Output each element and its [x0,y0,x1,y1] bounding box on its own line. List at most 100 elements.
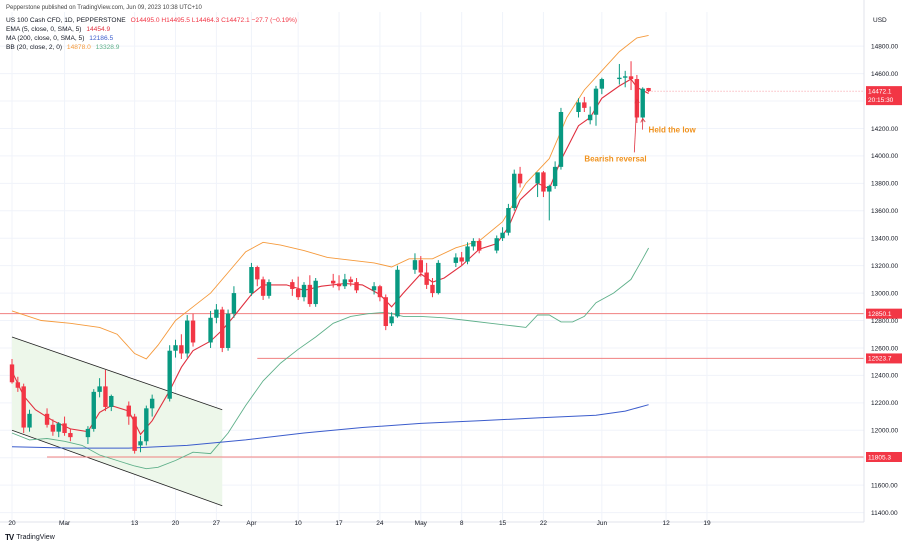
candle [517,166,523,188]
candle-body [587,114,593,121]
legend-ma-row: MA (200, close, 0, SMA, 5) 12186.5 [6,35,116,42]
y-tick-label: 14600.00 [871,71,898,78]
candle [255,265,260,287]
legend-symbol: US 100 Cash CFD, 1D, PEPPERSTONE [6,17,126,24]
candle-body [418,260,423,273]
candle-body [208,317,213,343]
legend-bb-upper: 14878.0 [66,44,91,51]
candle-body [628,76,634,80]
candle [646,87,651,93]
candle [185,315,190,358]
candle-body [27,413,32,428]
candle [342,273,348,289]
candle-body [623,76,628,78]
candle [336,275,342,291]
y-tick-label: 12600.00 [871,345,898,352]
candle [354,277,359,294]
candle-body [231,293,237,314]
annotation: Held the low [640,117,696,135]
candle-body [249,267,254,294]
axes: USD11400.0011600.0011800.0012000.0012200… [0,0,902,527]
y-tick-label: 14800.00 [871,43,898,50]
candle-body [126,405,131,417]
candle [173,339,178,358]
candle-body [9,364,15,383]
level-tag: 12523.7 [866,353,902,364]
candle [290,279,295,296]
annotation-arrowhead [634,98,640,104]
annotation-arrow [633,100,638,153]
x-tick-label: 20 [8,520,16,527]
x-tick-label: 19 [703,520,711,527]
candle-body [541,172,546,192]
candle [576,98,581,118]
candle [97,378,102,398]
candle [582,96,587,112]
level-tag-label: 12523.7 [868,356,892,363]
candle-body [424,272,429,285]
candle [144,405,149,446]
candle-body [301,284,307,298]
candle-body [44,413,50,425]
candle [348,276,353,287]
candle [21,383,26,434]
candle-body [190,320,196,343]
candle-body [552,166,558,187]
candle-body [307,284,313,305]
candle-body [295,288,301,298]
candle-body [103,386,108,407]
y-tick-label: 14200.00 [871,126,898,133]
x-tick-label: 22 [540,520,548,527]
y-tick-label: 13200.00 [871,263,898,270]
candle [617,63,622,85]
legend-ema-value: 14454.9 [86,26,111,33]
level-tag: 12850.1 [866,308,902,319]
candle [453,253,459,268]
tradingview-logo-text: TradingView [16,534,55,541]
candle [471,238,476,251]
x-tick-label: 8 [460,520,464,527]
candle [459,251,464,266]
candle [249,262,254,296]
candle [62,416,67,436]
candle-body [412,260,418,270]
candle [418,256,423,277]
y-tick-label: 11400.00 [871,510,898,517]
y-tick-label: 11600.00 [871,482,898,489]
candle [56,422,61,438]
annotation-text: Bearish reversal [584,154,646,163]
channel-fill [12,336,223,506]
candle [547,184,552,221]
legend-symbol-row: US 100 Cash CFD, 1D, PEPPERSTONE O14495.… [6,17,300,24]
candle-body [436,262,441,294]
candle-body [144,408,149,442]
candle [231,286,237,318]
level-tag-bg [866,308,902,319]
candle-body [576,102,581,112]
candle-body [348,279,353,283]
candle [436,260,441,295]
candle [179,334,184,359]
y-tick-label: 12200.00 [871,400,898,407]
level-tag-bg [866,451,902,462]
x-tick-label: Jun [597,520,608,527]
candle [295,276,301,300]
candle-body [477,240,482,251]
candle [599,77,605,95]
candle-body [336,283,342,287]
candle [331,273,336,288]
y-tick-label: 13800.00 [871,181,898,188]
candle [535,172,540,198]
candle-body [132,416,137,451]
candle [477,238,482,254]
x-tick-label: Apr [246,520,257,527]
last-price-label: 14472.1 [868,88,892,95]
x-tick-label: 24 [376,520,384,527]
candle [126,401,131,425]
candle-body [459,257,464,262]
candle-body [68,433,73,438]
candle [225,309,231,351]
candle-body [599,79,605,89]
candle-body [512,173,517,209]
